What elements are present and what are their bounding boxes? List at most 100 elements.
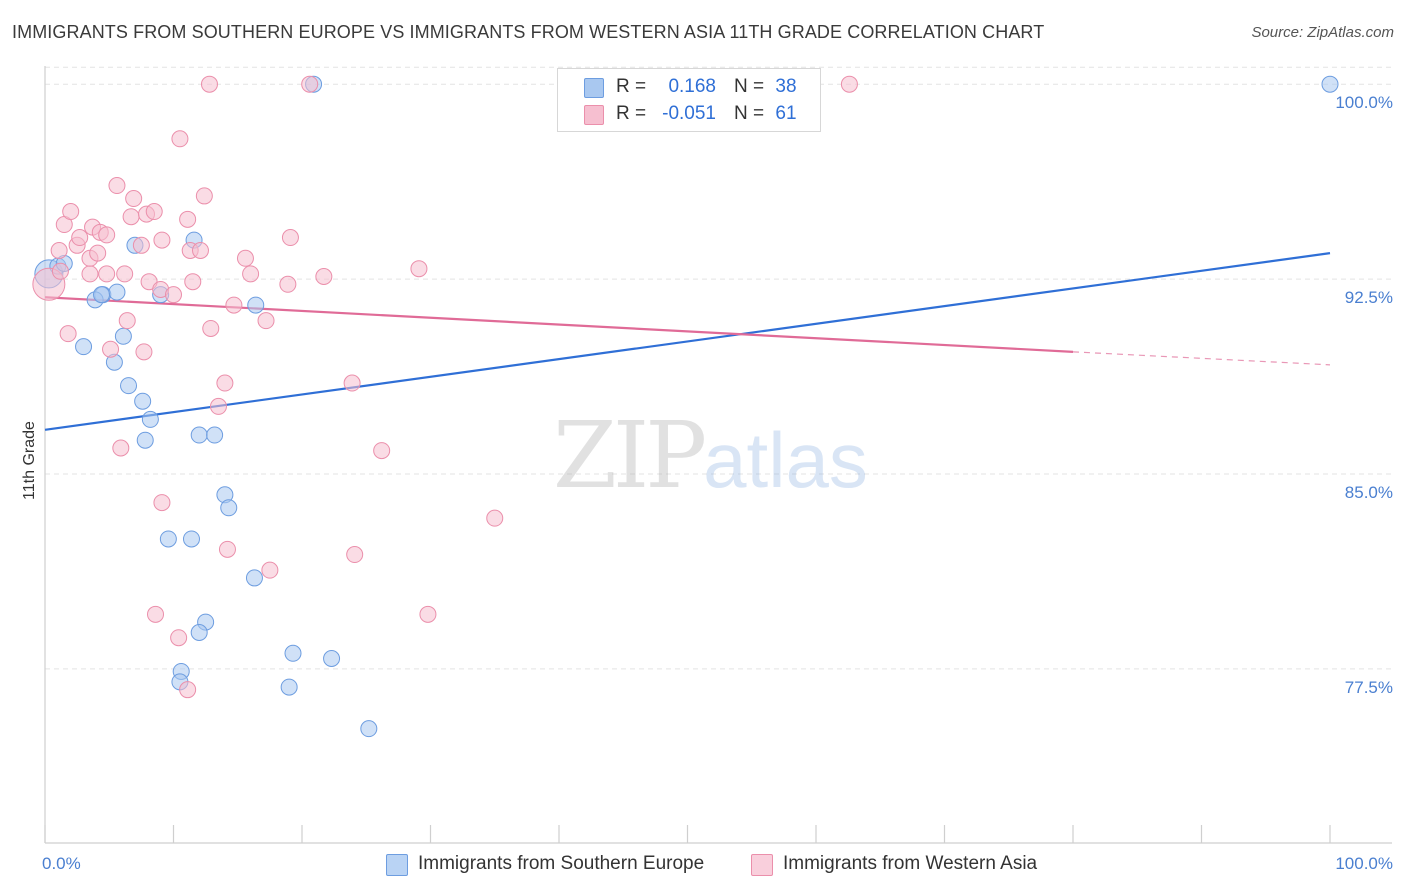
pink-data-point [218,540,236,558]
legend-swatch-pink [584,105,604,125]
x-tick-label: 0.0% [42,854,81,873]
legend-r-value: -0.051 [662,103,716,124]
bottom-legend-southern-europe[interactable]: Immigrants from Southern Europe [386,853,726,877]
y-tick-label: 100.0% [1335,93,1393,112]
pink-data-point [209,397,227,415]
blue-data-point [108,283,126,301]
legend-row-western-asia: R = -0.051 N = 61 [558,101,820,127]
blue-data-point [280,678,298,696]
blue-data-point [284,644,302,662]
blue-data-point [190,624,208,642]
blue-data-point [182,530,200,548]
pink-data-point [147,605,165,623]
bottom-legend-label: Immigrants from Western Asia [783,853,1038,874]
pink-data-point [71,229,89,247]
pink-data-point [410,260,428,278]
blue-data-point [136,431,154,449]
bottom-legend-swatch-blue [386,854,408,876]
bottom-legend-swatch-pink [751,854,773,876]
blue-data-point [247,296,265,314]
axis-layer [44,66,1392,844]
pink-data-point [202,319,220,337]
pink-data-point [373,442,391,460]
pink-data-point [98,226,116,244]
blue-data-point [323,649,341,667]
pink-data-point [102,340,120,358]
pink-data-point [59,325,77,343]
blue-data-point [120,377,138,395]
pink-data-point [116,265,134,283]
pink-data-point [50,242,68,260]
correlation-legend: R = 0.168 N = 38 R = -0.051 N = 61 [557,68,821,132]
legend-n-value: 61 [775,103,797,124]
chart-title: IMMIGRANTS FROM SOUTHERN EUROPE VS IMMIG… [12,22,1045,42]
label-layer: 77.5% 85.0% 92.5% 100.0% 0.0% 100.0% 11th Grad… [21,93,1393,873]
pink-data-point [257,312,275,330]
blue-data-point [245,569,263,587]
pink-data-point [216,374,234,392]
pink-data-point [171,130,189,148]
pink-data-point [122,208,140,226]
blue-data-point [360,720,378,738]
pink-data-point [281,229,299,247]
pink-data-point [98,265,116,283]
bottom-legend-western-asia[interactable]: Immigrants from Western Asia [751,853,1071,877]
pink-data-point [179,681,197,699]
blue-data-point [93,286,111,304]
pink-data-point [81,265,99,283]
blue-data-point [220,499,238,517]
pink-data-point [261,561,279,579]
pink-data-point [179,210,197,228]
pink-data-point [343,374,361,392]
trend-layer [44,252,1331,431]
blue-data-point [141,410,159,428]
pink-data-point [132,236,150,254]
y-tick-label: 85.0% [1345,483,1393,502]
pink-data-point [419,605,437,623]
y-tick-label: 92.5% [1345,288,1393,307]
point-layer [32,75,1339,738]
legend-r-label: R = [616,103,647,124]
pink-data-point [62,203,80,221]
pink-data-point [486,509,504,527]
pink-data-point [184,273,202,291]
pink-data-point [145,203,163,221]
x-tick-label: 100.0% [1335,854,1393,873]
pink-data-point [315,267,333,285]
y-axis-title: 11th Grade [21,421,38,500]
legend-row-southern-europe: R = 0.168 N = 38 [558,74,820,100]
pink-data-point [840,75,858,93]
blue-data-point [206,426,224,444]
blue-trend-line [44,252,1331,431]
source-label: Source: ZipAtlas.com [1251,24,1394,41]
bottom-legend-label: Immigrants from Southern Europe [418,853,705,874]
blue-data-point [1321,75,1339,93]
pink-data-point [242,265,260,283]
pink-data-point [153,231,171,249]
legend-r-label: R = [616,76,647,97]
pink-data-point [195,187,213,205]
y-tick-label: 77.5% [1345,678,1393,697]
pink-data-point [89,244,107,262]
blue-data-point [190,426,208,444]
pink-data-point [200,75,218,93]
pink-data-point [112,439,130,457]
pink-data-point [165,286,182,304]
legend-swatch-blue [584,78,604,98]
legend-n-label: N = [734,103,765,124]
pink-data-point [125,190,143,208]
pink-data-point [118,312,136,330]
pink-data-point [236,249,254,267]
pink-data-point [153,494,171,512]
pink-data-point [135,343,153,361]
pink-trend-line [44,296,1074,353]
blue-data-point [134,392,152,410]
pink-data-point [51,262,69,280]
legend-n-label: N = [734,76,765,97]
legend-n-value: 38 [775,76,797,97]
blue-data-point [114,327,132,345]
legend-r-value: 0.168 [668,76,716,97]
pink-trend-extension [1072,351,1331,366]
pink-data-point [301,75,319,93]
